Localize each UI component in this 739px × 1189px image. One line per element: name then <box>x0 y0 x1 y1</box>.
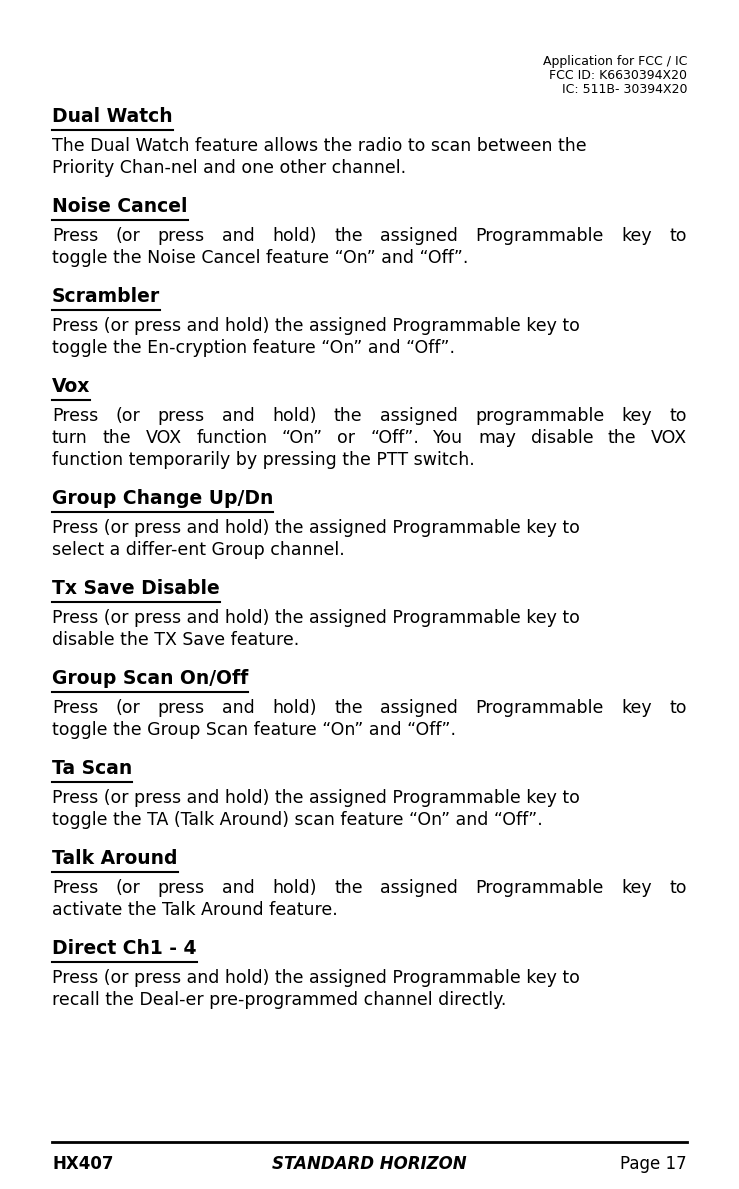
Text: Talk Around: Talk Around <box>52 849 177 868</box>
Text: key: key <box>621 699 652 717</box>
Text: IC: 511B- 30394X20: IC: 511B- 30394X20 <box>562 83 687 96</box>
Text: disable the TX Save feature.: disable the TX Save feature. <box>52 631 299 649</box>
Text: assigned: assigned <box>381 879 458 897</box>
Text: (or: (or <box>115 227 140 245</box>
Text: function temporarily by pressing the PTT switch.: function temporarily by pressing the PTT… <box>52 451 474 468</box>
Text: the: the <box>334 699 363 717</box>
Text: the: the <box>334 227 363 245</box>
Text: You: You <box>434 429 463 447</box>
Text: press: press <box>158 699 205 717</box>
Text: Group Change Up/Dn: Group Change Up/Dn <box>52 489 273 508</box>
Text: Press: Press <box>52 699 98 717</box>
Text: and: and <box>222 407 255 424</box>
Text: (or: (or <box>115 407 140 424</box>
Text: press: press <box>158 879 205 897</box>
Text: Ta Scan: Ta Scan <box>52 759 132 778</box>
Text: (or: (or <box>115 699 140 717</box>
Text: and: and <box>222 699 255 717</box>
Text: the: the <box>334 407 363 424</box>
Text: key: key <box>621 407 653 424</box>
Text: toggle the En-cryption feature “On” and “Off”.: toggle the En-cryption feature “On” and … <box>52 339 455 357</box>
Text: Vox: Vox <box>52 377 90 396</box>
Text: Dual Watch: Dual Watch <box>52 107 173 126</box>
Text: Direct Ch1 - 4: Direct Ch1 - 4 <box>52 939 197 958</box>
Text: key: key <box>621 227 652 245</box>
Text: function: function <box>196 429 268 447</box>
Text: the: the <box>607 429 636 447</box>
Text: Press (or press and hold) the assigned Programmable key to: Press (or press and hold) the assigned P… <box>52 789 580 807</box>
Text: and: and <box>222 879 255 897</box>
Text: Press (or press and hold) the assigned Programmable key to: Press (or press and hold) the assigned P… <box>52 969 580 987</box>
Text: assigned: assigned <box>380 407 457 424</box>
Text: assigned: assigned <box>381 227 458 245</box>
Text: Tx Save Disable: Tx Save Disable <box>52 579 219 598</box>
Text: Press: Press <box>52 879 98 897</box>
Text: disable: disable <box>531 429 593 447</box>
Text: Group Scan On/Off: Group Scan On/Off <box>52 669 248 688</box>
Text: Programmable: Programmable <box>476 699 604 717</box>
Text: hold): hold) <box>273 879 317 897</box>
Text: Programmable: Programmable <box>476 879 604 897</box>
Text: to: to <box>670 407 687 424</box>
Text: hold): hold) <box>272 407 316 424</box>
Text: toggle the TA (Talk Around) scan feature “On” and “Off”.: toggle the TA (Talk Around) scan feature… <box>52 811 542 829</box>
Text: Noise Cancel: Noise Cancel <box>52 197 188 216</box>
Text: Scrambler: Scrambler <box>52 287 160 306</box>
Text: Press: Press <box>52 227 98 245</box>
Text: “Off”.: “Off”. <box>370 429 419 447</box>
Text: hold): hold) <box>273 699 317 717</box>
Text: HX407: HX407 <box>52 1155 114 1174</box>
Text: and: and <box>222 227 255 245</box>
Text: recall the Deal-er pre-programmed channel directly.: recall the Deal-er pre-programmed channe… <box>52 990 506 1009</box>
Text: key: key <box>621 879 652 897</box>
Text: to: to <box>670 699 687 717</box>
Text: (or: (or <box>115 879 140 897</box>
Text: VOX: VOX <box>146 429 182 447</box>
Text: “On”: “On” <box>282 429 323 447</box>
Text: activate the Talk Around feature.: activate the Talk Around feature. <box>52 901 338 919</box>
Text: VOX: VOX <box>651 429 687 447</box>
Text: The Dual Watch feature allows the radio to scan between the: The Dual Watch feature allows the radio … <box>52 137 587 155</box>
Text: STANDARD HORIZON: STANDARD HORIZON <box>272 1155 467 1174</box>
Text: Press (or press and hold) the assigned Programmable key to: Press (or press and hold) the assigned P… <box>52 520 580 537</box>
Text: Press (or press and hold) the assigned Programmable key to: Press (or press and hold) the assigned P… <box>52 609 580 627</box>
Text: the: the <box>334 879 363 897</box>
Text: to: to <box>670 879 687 897</box>
Text: Press (or press and hold) the assigned Programmable key to: Press (or press and hold) the assigned P… <box>52 317 580 335</box>
Text: Press: Press <box>52 407 98 424</box>
Text: select a differ-ent Group channel.: select a differ-ent Group channel. <box>52 541 345 559</box>
Text: the: the <box>102 429 131 447</box>
Text: to: to <box>670 227 687 245</box>
Text: hold): hold) <box>273 227 317 245</box>
Text: press: press <box>157 407 205 424</box>
Text: Programmable: Programmable <box>476 227 604 245</box>
Text: assigned: assigned <box>381 699 458 717</box>
Text: or: or <box>338 429 355 447</box>
Text: Priority Chan-nel and one other channel.: Priority Chan-nel and one other channel. <box>52 159 406 177</box>
Text: toggle the Noise Cancel feature “On” and “Off”.: toggle the Noise Cancel feature “On” and… <box>52 249 469 268</box>
Text: Application for FCC / IC: Application for FCC / IC <box>542 55 687 68</box>
Text: FCC ID: K6630394X20: FCC ID: K6630394X20 <box>549 69 687 82</box>
Text: toggle the Group Scan feature “On” and “Off”.: toggle the Group Scan feature “On” and “… <box>52 721 456 740</box>
Text: programmable: programmable <box>475 407 605 424</box>
Text: may: may <box>478 429 516 447</box>
Text: turn: turn <box>52 429 88 447</box>
Text: Page 17: Page 17 <box>620 1155 687 1174</box>
Text: press: press <box>158 227 205 245</box>
